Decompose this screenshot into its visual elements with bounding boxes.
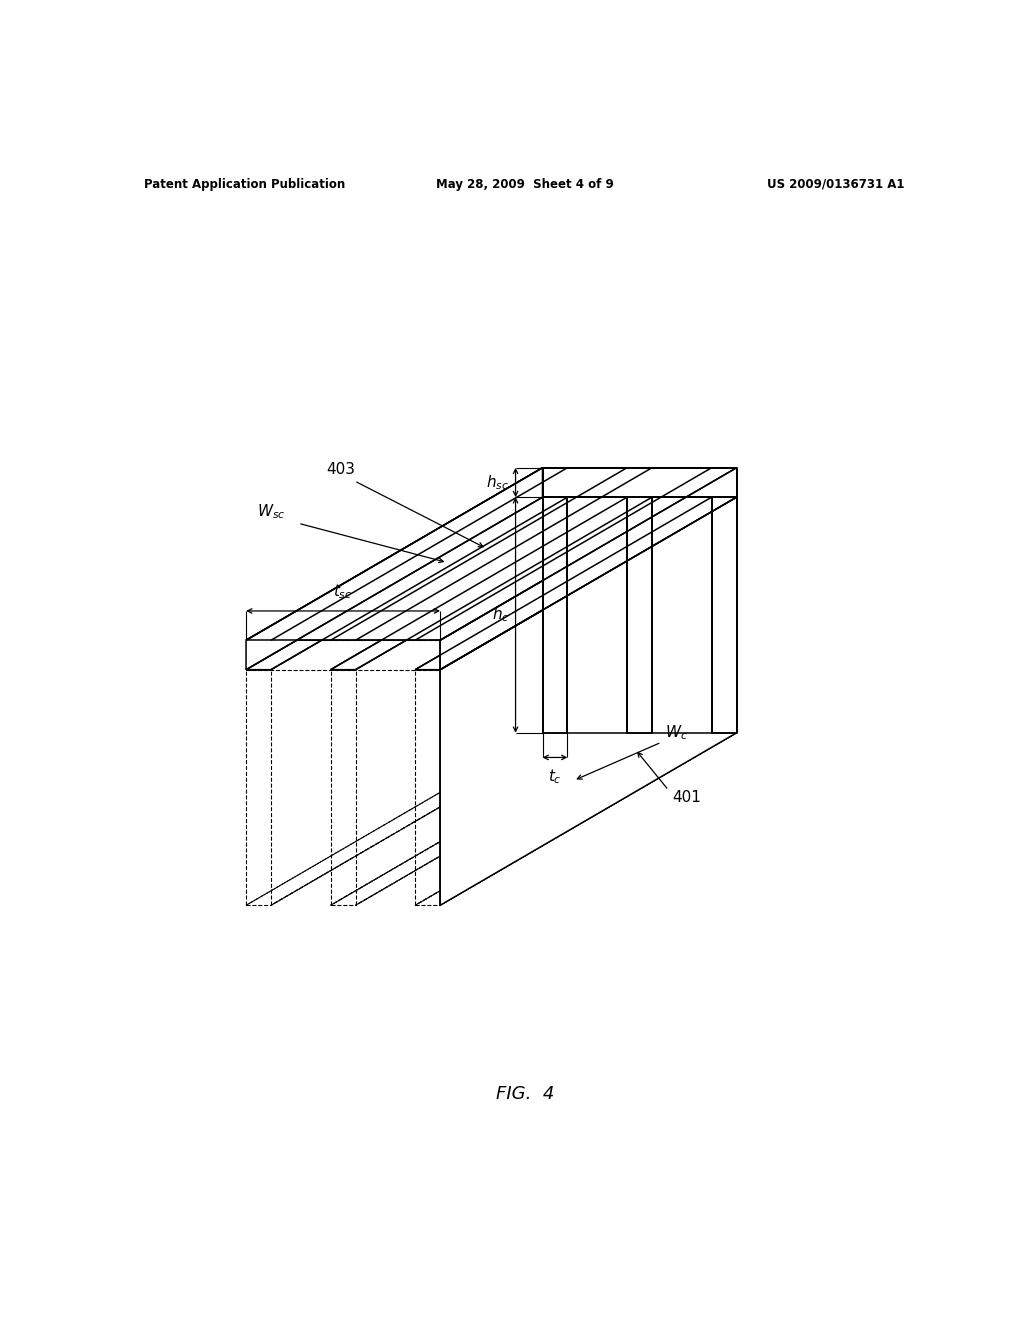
Polygon shape: [543, 498, 567, 733]
Text: Patent Application Publication: Patent Application Publication: [144, 178, 346, 190]
Polygon shape: [712, 498, 736, 733]
Text: $h_{sc}$: $h_{sc}$: [486, 473, 509, 492]
Polygon shape: [652, 498, 712, 733]
Text: $W_{sc}$: $W_{sc}$: [257, 503, 286, 521]
Text: 403: 403: [326, 462, 355, 477]
Polygon shape: [415, 498, 736, 669]
Text: US 2009/0136731 A1: US 2009/0136731 A1: [767, 178, 904, 190]
Polygon shape: [440, 498, 736, 906]
Polygon shape: [543, 467, 736, 498]
Polygon shape: [246, 467, 543, 669]
Polygon shape: [246, 467, 736, 640]
Text: 401: 401: [673, 791, 701, 805]
Polygon shape: [246, 498, 567, 669]
Text: $h_c$: $h_c$: [492, 606, 509, 624]
Polygon shape: [440, 467, 736, 669]
Text: $t_c$: $t_c$: [548, 767, 562, 787]
Polygon shape: [331, 498, 652, 669]
Text: May 28, 2009  Sheet 4 of 9: May 28, 2009 Sheet 4 of 9: [436, 178, 613, 190]
Polygon shape: [627, 498, 652, 733]
Polygon shape: [567, 498, 627, 733]
Text: $W_c$: $W_c$: [666, 723, 688, 742]
Text: FIG.  4: FIG. 4: [496, 1085, 554, 1104]
Text: $t_{sc}$: $t_{sc}$: [334, 582, 352, 601]
